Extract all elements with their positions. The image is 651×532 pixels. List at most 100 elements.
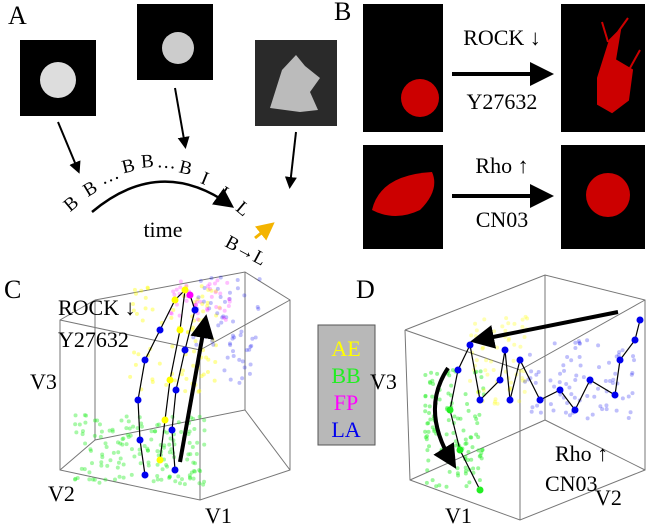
scatter-dot — [201, 299, 206, 304]
trajectory-dot — [161, 416, 169, 424]
scatter-dot — [551, 408, 556, 413]
cell — [162, 32, 194, 64]
scatter-dot — [466, 449, 471, 454]
transition-label: B→L — [221, 232, 269, 271]
scatter-dot — [150, 307, 155, 312]
scatter-dot — [128, 433, 133, 438]
arrow — [470, 310, 619, 349]
scatter-dot — [218, 275, 223, 280]
scatter-dot — [197, 468, 202, 473]
scatter-dot — [88, 447, 93, 452]
scatter-dot — [429, 370, 434, 375]
scatter — [423, 314, 644, 494]
scatter-dot — [222, 308, 227, 313]
panel-label: A — [8, 1, 27, 30]
scatter-dot — [205, 306, 210, 311]
scatter-dot — [145, 446, 150, 451]
scatter-dot — [467, 480, 472, 485]
trajectory-dot — [496, 376, 504, 384]
scatter-dot — [522, 389, 527, 394]
scatter-dot — [137, 447, 142, 452]
scatter-dot — [567, 385, 572, 390]
trajectory-dot — [168, 426, 176, 434]
legend-box — [317, 324, 376, 446]
scatter-dot — [569, 358, 574, 363]
scatter-dot — [115, 465, 120, 470]
scatter-dot — [456, 473, 461, 478]
arrow — [174, 87, 190, 149]
scatter-dot — [607, 379, 612, 384]
scatter-dot — [518, 344, 523, 349]
scatter-dot — [176, 474, 181, 479]
scatter-dot — [99, 429, 104, 434]
scatter-dot — [135, 426, 140, 431]
scatter-dot — [240, 376, 245, 381]
scatter-dot — [558, 392, 563, 397]
scatter-dot — [512, 342, 517, 347]
scatter-dot — [87, 470, 92, 475]
scatter-dot — [103, 477, 108, 482]
scatter-dot — [208, 301, 213, 306]
cell — [586, 173, 630, 217]
scatter-dot — [425, 448, 430, 453]
scatter-dot — [239, 329, 244, 334]
panel-label: C — [4, 275, 21, 304]
scatter-dot — [126, 435, 131, 440]
scatter-dot — [183, 389, 188, 394]
scatter-dot — [205, 308, 210, 313]
legend-entry: FP — [334, 390, 358, 415]
panel-a: A BB…B B… B IIL time B→L — [8, 1, 337, 270]
scatter-dot — [610, 381, 615, 386]
scatter-dot — [522, 334, 527, 339]
scatter-dot — [162, 443, 167, 448]
scatter-dot — [218, 294, 223, 299]
scatter-dot — [174, 302, 179, 307]
scatter-dot — [227, 299, 232, 304]
scatter-dot — [477, 454, 482, 459]
scatter-dot — [480, 448, 485, 453]
scatter-dot — [201, 309, 206, 314]
scatter-dot — [423, 394, 428, 399]
scatter-dot — [425, 434, 430, 439]
scatter-dot — [192, 426, 197, 431]
trajectory-dot — [636, 316, 644, 324]
scatter-dot — [198, 299, 203, 304]
scatter-dot — [530, 405, 535, 410]
scatter-dot — [463, 468, 468, 473]
scatter-dot — [529, 369, 534, 374]
scatter-dot — [212, 281, 217, 286]
scatter-dot — [130, 301, 135, 306]
scatter-dot — [237, 380, 242, 385]
scatter-dot — [199, 374, 204, 379]
scatter-dot — [92, 433, 97, 438]
scatter-dot — [221, 315, 226, 320]
scatter-dot — [194, 452, 199, 457]
scatter-dot — [253, 335, 258, 340]
scatter-dot — [209, 288, 214, 293]
scatter-dot — [188, 476, 193, 481]
scatter-dot — [187, 473, 192, 478]
scatter-dot — [235, 286, 240, 291]
scatter-dot — [240, 359, 245, 364]
panel-label: D — [356, 275, 375, 304]
axis-label: V1 — [445, 503, 472, 528]
scatter-dot — [247, 347, 252, 352]
trajectory-dot — [611, 391, 619, 399]
scatter-dot — [139, 421, 144, 426]
scatter-dot — [198, 469, 203, 474]
scatter-dot — [567, 413, 572, 418]
scatter-dot — [231, 353, 236, 358]
scatter-dot — [192, 349, 197, 354]
scatter-dot — [520, 317, 525, 322]
scatter-dot — [169, 311, 174, 316]
scatter-dot — [447, 373, 452, 378]
scatter-dot — [92, 418, 97, 423]
scatter-dot — [173, 479, 178, 484]
scatter-dot — [604, 407, 609, 412]
scatter-dot — [169, 447, 174, 452]
scatter-dot — [565, 354, 570, 359]
scatter-dot — [432, 427, 437, 432]
scatter-dot — [193, 303, 198, 308]
scatter-dot — [118, 456, 123, 461]
scatter-dot — [146, 463, 151, 468]
